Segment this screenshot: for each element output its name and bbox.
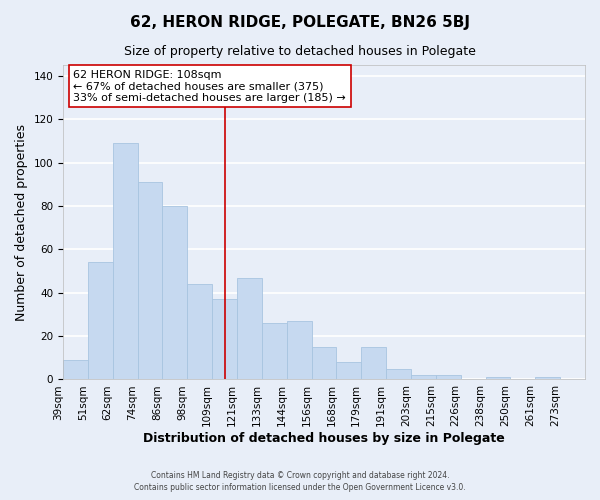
Bar: [535, 378, 560, 380]
Bar: [262, 323, 287, 380]
Bar: [63, 360, 88, 380]
Bar: [163, 206, 187, 380]
X-axis label: Distribution of detached houses by size in Polegate: Distribution of detached houses by size …: [143, 432, 505, 445]
Bar: [436, 375, 461, 380]
Bar: [187, 284, 212, 380]
Bar: [113, 143, 137, 380]
Text: 62 HERON RIDGE: 108sqm
← 67% of detached houses are smaller (375)
33% of semi-de: 62 HERON RIDGE: 108sqm ← 67% of detached…: [73, 70, 346, 103]
Bar: [311, 347, 337, 380]
Text: 62, HERON RIDGE, POLEGATE, BN26 5BJ: 62, HERON RIDGE, POLEGATE, BN26 5BJ: [130, 15, 470, 30]
Bar: [386, 368, 411, 380]
Text: Contains HM Land Registry data © Crown copyright and database right 2024.
Contai: Contains HM Land Registry data © Crown c…: [134, 471, 466, 492]
Bar: [337, 362, 361, 380]
Bar: [212, 299, 237, 380]
Bar: [237, 278, 262, 380]
Bar: [137, 182, 163, 380]
Text: Size of property relative to detached houses in Polegate: Size of property relative to detached ho…: [124, 45, 476, 58]
Bar: [411, 375, 436, 380]
Bar: [287, 321, 311, 380]
Bar: [361, 347, 386, 380]
Bar: [88, 262, 113, 380]
Y-axis label: Number of detached properties: Number of detached properties: [15, 124, 28, 320]
Bar: [485, 378, 511, 380]
